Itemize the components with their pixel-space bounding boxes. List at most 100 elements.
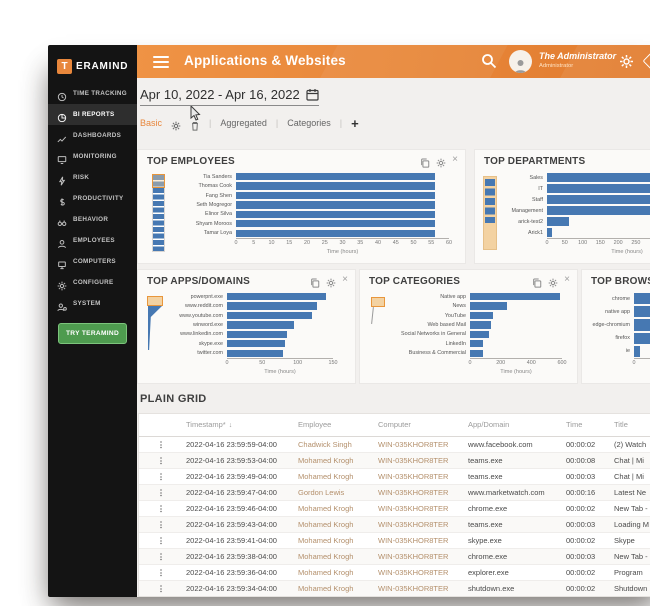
sidebar-item-bi-reports[interactable]: BI REPORTS [48,104,137,125]
cell-time: 00:00:03 [563,516,611,533]
sidebar-item-configure[interactable]: CONFIGURE [48,272,137,293]
sidebar-nav: TIME TRACKING BI REPORTS DASHBOARDS MONITOR… [48,83,137,314]
search-icon[interactable] [481,53,497,69]
cell-time: 00:00:02 [563,500,611,517]
bar [236,201,435,209]
bar-track [547,183,650,194]
bar-category-label: chrome [612,295,630,302]
column-header-timestamp[interactable]: Timestamp* ↓ [183,414,295,437]
tab-separator: | [209,118,212,128]
cell-title: New Tab - [611,548,650,565]
range-selector[interactable] [152,174,165,252]
tab-basic[interactable]: Basic [140,118,163,128]
bar-category-label: edge-chromium [592,321,630,328]
bar [470,349,483,357]
sidebar-item-monitoring[interactable]: MONITORING [48,146,137,167]
cell-computer: WIN-035KHOR8TER [375,580,465,596]
chart-bar-row: www.youtube.com [168,311,333,320]
sort-descending-icon[interactable]: ↓ [228,422,233,430]
cell-app-domain: shutdown.exe [465,580,563,596]
x-axis-tick: 400 [526,360,536,366]
range-selector[interactable] [147,296,167,352]
x-axis-tick: 0 [632,360,636,366]
sidebar-item-employees[interactable]: EMPLOYEES [48,230,137,251]
sidebar-item-productivity[interactable]: PRODUCTIVITY [48,188,137,209]
chart-card-actions: × [420,154,458,168]
hamburger-menu-icon[interactable] [153,56,169,71]
bar-category-label: ie [625,348,630,355]
table-row[interactable]: ⋮ 2022-04-16 23:59:53-04:00 Mohamed Krogh W… [139,452,650,469]
close-icon[interactable]: × [564,274,570,285]
chart-bar-row: native app [586,305,650,318]
sidebar-item-time-tracking[interactable]: TIME TRACKING [48,83,137,104]
row-kebab-menu-icon[interactable]: ⋮ [139,548,183,565]
row-kebab-menu-icon[interactable]: ⋮ [139,564,183,581]
range-selector[interactable] [370,297,390,331]
table-row[interactable]: ⋮ 2022-04-16 23:59:38-04:00 Mohamed Krogh W… [139,548,650,565]
tab-aggregated[interactable]: Aggregated [220,118,267,128]
try-teramind-button[interactable]: TRY TERAMIND [58,323,127,344]
tab-delete-trash-icon[interactable] [190,118,200,131]
copy-icon[interactable] [532,275,542,288]
column-header-computer[interactable]: Computer [375,414,465,437]
bar-track [470,311,562,320]
range-selector[interactable] [483,176,497,250]
row-kebab-menu-icon[interactable]: ⋮ [139,516,183,533]
x-axis-tick: 150 [595,240,605,246]
add-tab-button[interactable]: + [351,115,359,131]
table-row[interactable]: ⋮ 2022-04-16 23:59:41-04:00 Mohamed Krogh W… [139,532,650,549]
chart-settings-gear-icon[interactable] [326,275,336,288]
tab-categories[interactable]: Categories [287,118,331,128]
bar-track [634,305,650,318]
table-row[interactable]: ⋮ 2022-04-16 23:59:47-04:00 Gordon Lewis WI… [139,484,650,501]
row-kebab-menu-icon[interactable]: ⋮ [139,580,183,596]
table-row[interactable]: ⋮ 2022-04-16 23:59:46-04:00 Mohamed Krogh W… [139,500,650,517]
row-kebab-menu-icon[interactable]: ⋮ [139,500,183,517]
x-axis-tick: 0 [468,360,472,366]
column-header-app-domain[interactable]: App/Domain [465,414,563,437]
computer-icon [57,257,67,269]
table-row[interactable]: ⋮ 2022-04-16 23:59:34-04:00 Mohamed Krogh W… [139,580,650,596]
app-window: T ERAMIND TIME TRACKING BI REPORTS DASHBOA… [48,45,650,597]
tab-settings-gear-icon[interactable] [171,118,181,131]
chart-title: TOP BROWSERS [591,276,650,287]
sidebar-item-system[interactable]: SYSTEM [48,293,137,314]
sidebar-item-risk[interactable]: RISK [48,167,137,188]
row-kebab-menu-icon[interactable]: ⋮ [139,468,183,485]
close-icon[interactable]: × [342,274,348,285]
clock-icon [57,89,67,101]
date-range-picker[interactable]: Apr 10, 2022 - Apr 16, 2022 [140,87,319,106]
cell-computer: WIN-035KHOR8TER [375,532,465,549]
bar-track [470,292,562,301]
row-kebab-menu-icon[interactable]: ⋮ [139,452,183,469]
copy-icon[interactable] [420,155,430,168]
bar [470,302,507,310]
bar-category-label: www.youtube.com [179,312,223,319]
kebab-column-header [139,414,183,437]
column-header-employee[interactable]: Employee [295,414,375,437]
user-menu[interactable]: The Administrator Administrator [539,51,616,69]
chart-settings-gear-icon[interactable] [548,275,558,288]
column-header-title[interactable]: Title [611,414,650,437]
table-row[interactable]: ⋮ 2022-04-16 23:59:36-04:00 Mohamed Krogh W… [139,564,650,581]
chart-bar-row: Web based Mail [390,320,562,329]
table-row[interactable]: ⋮ 2022-04-16 23:59:59-04:00 Chadwick Singh… [139,436,650,453]
avatar[interactable] [509,50,532,73]
x-axis-tick: 50 [561,240,568,246]
copy-icon[interactable] [310,275,320,288]
table-row[interactable]: ⋮ 2022-04-16 23:59:49-04:00 Mohamed Krogh W… [139,468,650,485]
chart-bar-row: powerpnt.exe [168,292,333,301]
sidebar-item-behavior[interactable]: BEHAVIOR [48,209,137,230]
settings-gear-icon[interactable] [619,54,634,69]
chart-settings-gear-icon[interactable] [436,155,446,168]
row-kebab-menu-icon[interactable]: ⋮ [139,532,183,549]
column-header-time[interactable]: Time [563,414,611,437]
calendar-icon[interactable] [306,88,319,101]
sidebar-item-dashboards[interactable]: DASHBOARDS [48,125,137,146]
close-icon[interactable]: × [452,154,458,165]
row-kebab-menu-icon[interactable]: ⋮ [139,484,183,501]
table-row[interactable]: ⋮ 2022-04-16 23:59:43-04:00 Mohamed Krogh W… [139,516,650,533]
row-kebab-menu-icon[interactable]: ⋮ [139,436,183,453]
sidebar-item-computers[interactable]: COMPUTERS [48,251,137,272]
chart-bar-row: ie [586,345,650,358]
